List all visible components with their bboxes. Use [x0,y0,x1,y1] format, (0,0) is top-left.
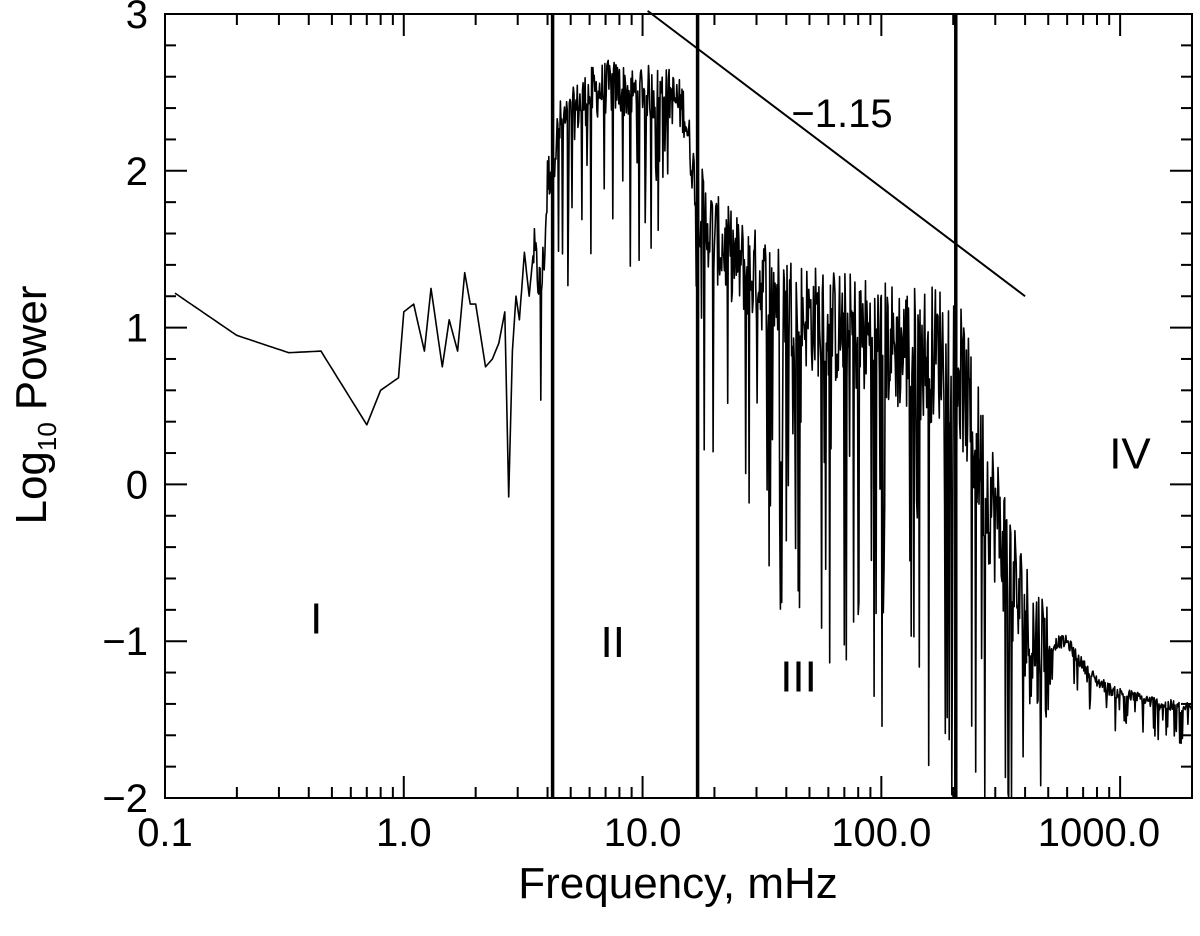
y-tick-label: 0 [126,463,148,507]
x-tick-label: 0.1 [137,811,193,855]
y-tick-label: 2 [126,150,148,194]
y-tick-label: −2 [102,777,148,821]
x-tick-labels: 0.1 1.0 10.0 100.0 1000.0 [137,811,1160,855]
y-axis-title-main: Log [7,451,56,524]
x-tick-label: 100.0 [831,811,931,855]
slope-label: −1.15 [791,92,892,136]
y-tick-label: −1 [102,620,148,664]
x-tick-label: 1000.0 [1038,811,1160,855]
region-label: IV [1109,430,1151,479]
region-label: III [780,652,817,701]
axis-ticks [164,13,1193,799]
y-tick-label: 1 [126,307,148,351]
x-axis-title: Frequency, mHz [518,859,838,908]
region-label: II [601,618,625,667]
plot-frame [164,13,1193,799]
spectrum-line [174,59,1193,799]
y-tick-label: 3 [126,0,148,37]
reference-slope: −1.15 [647,10,1026,298]
y-axis-title: Log10 Power [7,285,62,524]
region-label: I [310,594,322,643]
plot-border [164,13,1193,799]
spectrum-series [174,59,1193,799]
y-axis-title-suffix: Power [7,285,56,410]
slope-line [647,10,1026,298]
y-tick-labels: −2 −1 0 1 2 3 [102,0,148,821]
x-tick-label: 10.0 [604,811,682,855]
y-axis-title-subscript: 10 [32,422,62,451]
x-tick-label: 1.0 [376,811,432,855]
